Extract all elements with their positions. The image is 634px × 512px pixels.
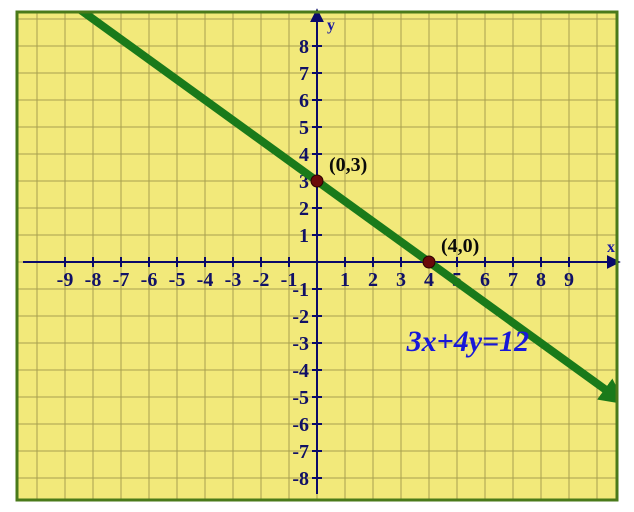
svg-text:7: 7 [508,269,518,291]
svg-text:-4: -4 [197,269,214,291]
svg-text:1: 1 [299,225,309,247]
svg-text:-7: -7 [292,441,309,463]
svg-text:8: 8 [536,269,546,291]
svg-text:-2: -2 [253,269,270,291]
svg-text:-4: -4 [292,360,309,382]
svg-text:4: 4 [299,144,309,166]
svg-text:6: 6 [299,90,309,112]
svg-text:-6: -6 [141,269,158,291]
svg-text:2: 2 [368,269,378,291]
svg-text:3: 3 [396,269,406,291]
svg-text:6: 6 [480,269,490,291]
chart-frame: -9-8-7-6-5-4-3-2-1123456789-8-7-6-5-4-3-… [0,0,634,512]
svg-text:3x+4y=12: 3x+4y=12 [406,325,530,358]
svg-text:-9: -9 [57,269,74,291]
svg-text:7: 7 [299,63,309,85]
svg-text:-2: -2 [292,306,309,328]
svg-text:x: x [607,239,615,256]
svg-text:-5: -5 [169,269,186,291]
svg-text:8: 8 [299,36,309,58]
svg-text:5: 5 [299,117,309,139]
svg-text:1: 1 [340,269,350,291]
svg-text:(4,0): (4,0) [441,235,479,257]
svg-text:-8: -8 [292,468,309,490]
svg-text:-3: -3 [225,269,242,291]
svg-text:-3: -3 [292,333,309,355]
svg-text:-1: -1 [292,279,309,301]
plot-svg: -9-8-7-6-5-4-3-2-1123456789-8-7-6-5-4-3-… [10,5,624,507]
svg-text:y: y [327,17,335,34]
svg-text:-7: -7 [113,269,130,291]
coordinate-plane-chart: -9-8-7-6-5-4-3-2-1123456789-8-7-6-5-4-3-… [10,5,624,507]
svg-text:-8: -8 [85,269,102,291]
svg-text:-5: -5 [292,387,309,409]
svg-text:9: 9 [564,269,574,291]
svg-text:2: 2 [299,198,309,220]
svg-text:4: 4 [424,269,434,291]
svg-text:-6: -6 [292,414,309,436]
svg-text:(0,3): (0,3) [329,154,367,176]
